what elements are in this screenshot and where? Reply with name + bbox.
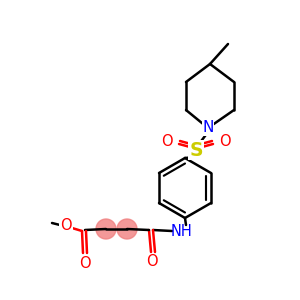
Text: O: O [79, 256, 91, 271]
Circle shape [96, 219, 116, 239]
Text: O: O [219, 134, 231, 148]
Text: O: O [146, 254, 158, 269]
Text: O: O [60, 218, 72, 233]
Text: O: O [161, 134, 173, 148]
Text: N: N [202, 121, 214, 136]
Text: S: S [189, 140, 203, 160]
Circle shape [117, 219, 137, 239]
Text: NH: NH [170, 224, 192, 239]
